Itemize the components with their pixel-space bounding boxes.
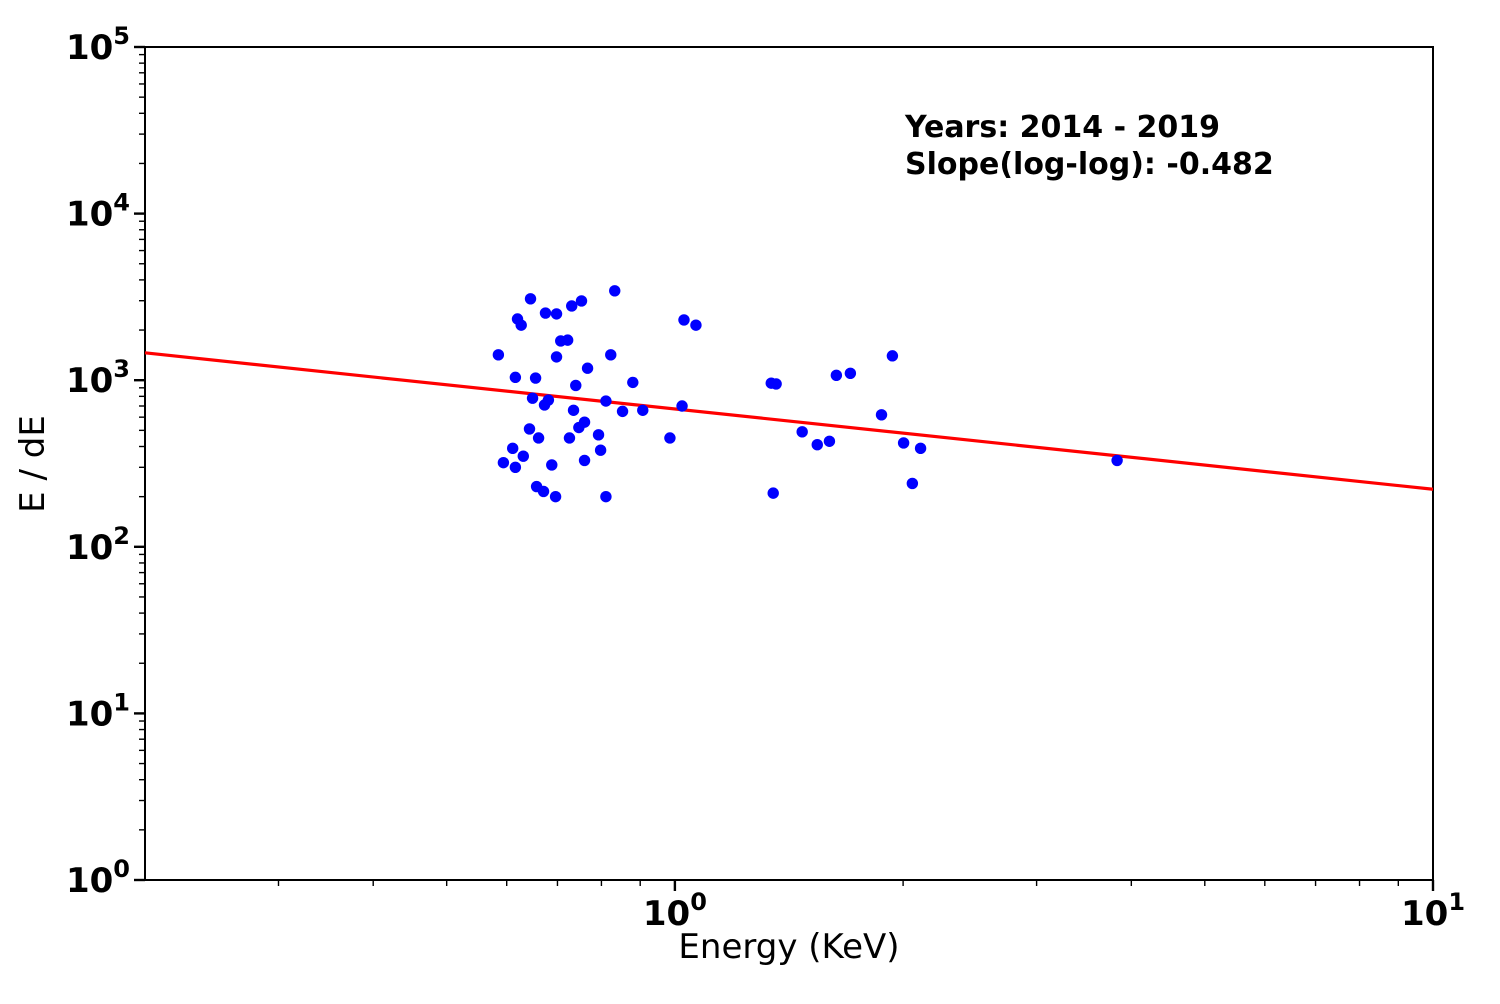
data-point bbox=[570, 379, 582, 392]
y-tick-label: 103 bbox=[66, 355, 130, 401]
data-point bbox=[594, 444, 607, 456]
data-point bbox=[770, 378, 782, 390]
data-point bbox=[897, 437, 910, 449]
data-point bbox=[509, 371, 522, 384]
data-point bbox=[506, 442, 519, 455]
data-point bbox=[573, 421, 585, 434]
data-point bbox=[581, 362, 594, 374]
data-point bbox=[575, 295, 588, 307]
y-tick-label: 105 bbox=[66, 22, 130, 68]
data-point bbox=[532, 432, 545, 444]
data-point bbox=[637, 404, 649, 416]
data-point bbox=[546, 459, 558, 471]
data-point bbox=[515, 319, 527, 331]
data-point bbox=[605, 349, 617, 361]
y-tick-label: 104 bbox=[66, 189, 130, 235]
data-point bbox=[563, 432, 576, 444]
axis-tick-labels: 100 101 100 101 102 103 104 105 bbox=[66, 22, 1465, 934]
data-point bbox=[539, 307, 552, 319]
data-point bbox=[566, 300, 578, 312]
data-point bbox=[561, 334, 574, 346]
data-point bbox=[844, 367, 857, 380]
data-point bbox=[549, 490, 562, 503]
data-point bbox=[616, 405, 629, 418]
x-axis-label: Energy (KeV) bbox=[678, 927, 899, 967]
fit-line bbox=[144, 351, 1434, 491]
data-point bbox=[600, 395, 612, 407]
data-point bbox=[509, 461, 522, 474]
data-point bbox=[906, 477, 919, 490]
data-point bbox=[526, 392, 539, 404]
plot-border bbox=[144, 46, 1434, 881]
data-point bbox=[517, 450, 529, 462]
y-tick-label: 100 bbox=[66, 855, 130, 901]
data-point bbox=[578, 454, 591, 467]
data-point bbox=[523, 423, 536, 435]
data-point bbox=[492, 349, 505, 361]
x-tick-label: 101 bbox=[1401, 888, 1465, 934]
data-point bbox=[542, 394, 555, 406]
annotation-years: Years: 2014 - 2019 bbox=[904, 110, 1220, 145]
axis-ticks bbox=[134, 45, 1435, 891]
data-point bbox=[592, 429, 605, 441]
data-point bbox=[664, 432, 676, 444]
data-point bbox=[690, 319, 702, 331]
data-point bbox=[550, 308, 563, 320]
y-axis-label: E / dE bbox=[13, 415, 53, 513]
data-point bbox=[497, 456, 510, 469]
scatter-points bbox=[492, 285, 1123, 503]
data-point bbox=[678, 314, 690, 326]
data-point bbox=[600, 490, 612, 503]
data-point bbox=[537, 485, 550, 498]
data-point bbox=[550, 351, 563, 363]
data-point bbox=[767, 487, 779, 499]
y-tick-label: 101 bbox=[66, 688, 130, 734]
data-point bbox=[886, 350, 899, 362]
data-point bbox=[567, 404, 580, 416]
data-point bbox=[914, 442, 927, 455]
data-point bbox=[823, 435, 836, 447]
annotation-slope: Slope(log-log): -0.482 bbox=[905, 147, 1274, 182]
data-point bbox=[524, 293, 537, 305]
data-point bbox=[676, 400, 688, 412]
fit-line-segment bbox=[144, 351, 1434, 491]
x-tick-label: 100 bbox=[643, 888, 707, 934]
data-point bbox=[796, 426, 808, 438]
data-point bbox=[811, 439, 823, 451]
data-point bbox=[627, 376, 639, 389]
data-point bbox=[609, 285, 621, 297]
data-point bbox=[875, 409, 888, 421]
data-point bbox=[830, 369, 843, 382]
y-tick-label: 102 bbox=[66, 522, 130, 568]
data-point bbox=[529, 372, 542, 384]
data-point bbox=[1111, 454, 1123, 467]
